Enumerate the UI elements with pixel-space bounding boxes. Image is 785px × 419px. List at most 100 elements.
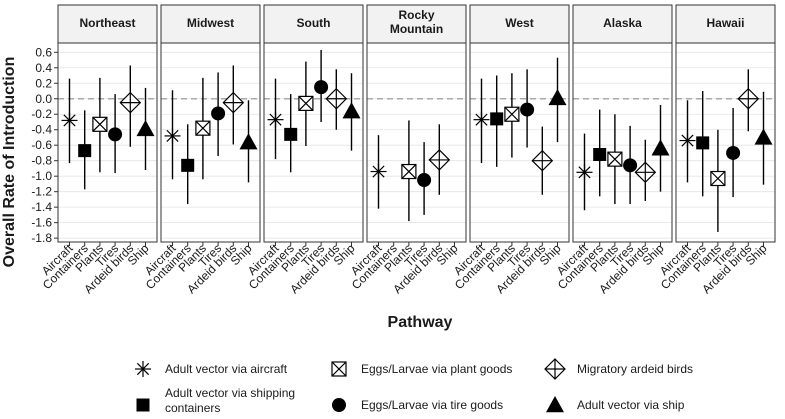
data-point	[325, 69, 348, 130]
facet-strip-label: South	[297, 16, 331, 30]
legend-key-aircraft	[135, 361, 151, 377]
y-tick-label: -1.2	[31, 185, 52, 199]
data-point	[710, 129, 726, 232]
facet-strip-label: Northeast	[79, 16, 135, 30]
marker-containers	[181, 158, 195, 172]
marker-plants-diag2	[607, 151, 623, 167]
data-point	[92, 77, 108, 173]
marker-aircraft	[679, 132, 696, 149]
data-point	[490, 75, 504, 167]
y-tick-label: 0.6	[35, 45, 52, 59]
marker-tires	[314, 80, 329, 95]
legend-label: Migratory ardeid birds	[577, 362, 693, 376]
panel-border	[366, 42, 467, 243]
panel-border	[263, 42, 364, 243]
marker-containers	[696, 136, 710, 150]
legend-key-plants-diag2	[331, 361, 347, 377]
marker-ship	[136, 119, 155, 137]
y-tick-label: 0.2	[35, 76, 52, 90]
marker-ardeid	[222, 91, 245, 114]
marker-tires	[417, 173, 432, 188]
marker-containers-square	[696, 136, 710, 150]
marker-ship-triangle	[342, 102, 361, 119]
facet-strip-label: Rocky	[398, 8, 434, 22]
marker-plants	[298, 95, 314, 111]
legend-key-aircraft-stroke	[136, 362, 150, 376]
marker-containers	[490, 112, 504, 126]
facet-panel: HawaiiAircraftContainersPlantsTiresArdei…	[657, 4, 776, 296]
y-tick-label: -0.8	[31, 154, 52, 168]
data-point	[222, 65, 245, 145]
marker-ship	[548, 88, 567, 106]
marker-tires-circle	[211, 106, 226, 121]
facet-panel: MidwestAircraftContainersPlantsTiresArde…	[142, 4, 261, 296]
marker-tires-circle	[726, 145, 741, 160]
legend-key-containers	[136, 398, 150, 412]
y-tick-label: 0.0	[35, 92, 52, 106]
legend-key-ardeid	[544, 358, 566, 380]
marker-plants	[195, 120, 211, 136]
data-point	[726, 108, 741, 198]
legend-item-ardeid: Migratory ardeid birds	[544, 358, 693, 380]
marker-aircraft-stroke	[63, 114, 76, 127]
marker-ardeid	[737, 87, 760, 110]
legend-key-tires-circle	[332, 398, 346, 412]
data-point	[593, 109, 607, 197]
marker-tires	[623, 158, 638, 173]
marker-aircraft	[473, 111, 490, 128]
marker-ardeid	[428, 149, 451, 171]
marker-ardeid	[119, 91, 142, 114]
facet-strip-label: West	[505, 16, 533, 30]
marker-tires	[520, 102, 535, 117]
marker-containers	[78, 144, 92, 158]
marker-plants-diag2	[195, 120, 211, 136]
facet-panel: AlaskaAircraftContainersPlantsTiresArdei…	[554, 4, 673, 296]
legend-key-containers-square	[136, 398, 150, 412]
marker-plants-diag2	[401, 164, 417, 179]
data-point	[284, 94, 298, 173]
data-point	[78, 110, 92, 190]
data-point	[548, 57, 567, 143]
legend-item-ship: Adult vector via ship	[546, 396, 685, 413]
data-point	[504, 73, 520, 158]
marker-tires	[108, 127, 123, 142]
marker-containers-square	[78, 144, 92, 158]
data-point	[576, 133, 593, 211]
y-axis-title: Overall Rate of Introduction	[1, 57, 18, 268]
data-point	[314, 49, 329, 122]
legend-label: Eggs/Larvae via tire goods	[361, 398, 503, 412]
data-point	[108, 94, 123, 174]
marker-tires-circle	[520, 102, 535, 117]
legend-item-aircraft: Adult vector via aircraft	[135, 361, 288, 377]
panel-border	[572, 42, 673, 243]
data-point	[737, 69, 760, 132]
marker-aircraft-stroke	[166, 129, 179, 142]
marker-aircraft-stroke	[578, 166, 591, 179]
panel-border	[57, 42, 158, 243]
data-point	[679, 100, 696, 183]
legend-label: Adult vector via ship	[577, 398, 685, 412]
facet-panel: SouthAircraftContainersPlantsTiresArdeid…	[245, 4, 364, 296]
legend-label: Eggs/Larvae via plant goods	[361, 362, 512, 376]
marker-containers-square	[593, 148, 607, 162]
marker-plants-diag2	[298, 95, 314, 111]
facet-panels: NortheastAircraftContainersPlantsTiresAr…	[39, 4, 776, 296]
data-point	[401, 120, 417, 222]
data-point	[164, 90, 181, 180]
panel-background	[573, 43, 672, 242]
y-axis-title-group: Overall Rate of Introduction	[1, 57, 18, 268]
marker-aircraft	[370, 163, 387, 180]
panel-background	[58, 43, 157, 242]
marker-aircraft	[576, 164, 593, 181]
data-point	[520, 69, 535, 148]
data-point	[607, 114, 623, 205]
data-point	[61, 78, 78, 164]
marker-ardeid	[531, 149, 554, 172]
y-axis-ticks: 0.6 0.40.2 0.0-0.2 -0.4-0.6 -0.8-1.0 -1.2-1.4…	[31, 45, 58, 245]
legend: Adult vector via aircraft Eggs/Larvae via…	[135, 358, 693, 415]
data-point	[531, 126, 554, 195]
data-point	[754, 91, 773, 185]
data-point	[651, 104, 670, 192]
marker-plants-diag2	[504, 106, 520, 122]
y-tick-label: 0.4	[35, 61, 52, 75]
